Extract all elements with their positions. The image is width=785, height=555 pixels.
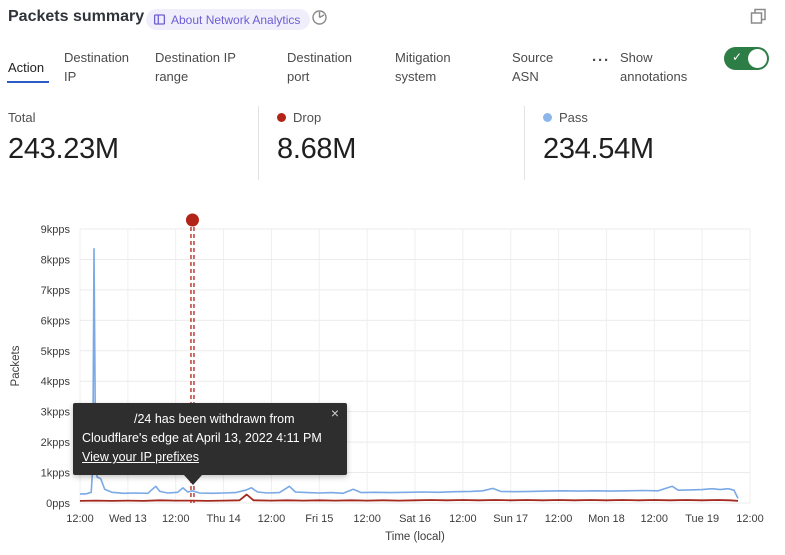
stat-pass-value: 234.54M (543, 133, 654, 165)
svg-text:12:00: 12:00 (736, 513, 764, 525)
svg-text:0pps: 0pps (46, 498, 70, 510)
stat-drop-label: Drop (293, 110, 322, 125)
stat-total: Total 243.23M (8, 110, 119, 166)
svg-text:Fri 15: Fri 15 (305, 513, 333, 525)
chart-canvas: 9kpps 8kpps 7kpps 6kpps 5kpps 4kpps 3kpps 2kpps… (41, 213, 764, 525)
svg-text:2kpps: 2kpps (41, 437, 71, 449)
svg-text:12:00: 12:00 (162, 513, 190, 525)
tab-destination-ip-range-label: Destination IP range (155, 50, 236, 84)
popout-icon[interactable] (750, 8, 767, 25)
page-title: Packets summary (8, 8, 145, 25)
tab-destination-ip-label: Destination IP (64, 50, 130, 84)
stats-divider (524, 106, 525, 180)
about-network-analytics-badge[interactable]: About Network Analytics (146, 9, 311, 30)
svg-text:12:00: 12:00 (66, 513, 94, 525)
active-tab-underline (7, 81, 49, 83)
tab-destination-ip[interactable]: Destination IP (64, 48, 140, 86)
tab-action[interactable]: Action (7, 58, 49, 83)
svg-text:12:00: 12:00 (353, 513, 381, 525)
stats-divider (258, 106, 259, 180)
svg-text:Tue 19: Tue 19 (685, 513, 719, 525)
stat-drop-value: 8.68M (277, 133, 357, 165)
svg-text:Sat 16: Sat 16 (399, 513, 431, 525)
svg-text:12:00: 12:00 (545, 513, 573, 525)
pass-dot-icon (543, 113, 552, 122)
svg-text:12:00: 12:00 (641, 513, 669, 525)
tab-action-label: Action (8, 60, 45, 75)
svg-text:8kpps: 8kpps (41, 254, 71, 266)
show-annotations-label: Show annotations (620, 50, 688, 84)
tab-mitigation-system[interactable]: Mitigation system (395, 48, 475, 86)
stat-total-label: Total (8, 110, 36, 125)
tooltip-pointer (184, 475, 202, 485)
view-ip-prefixes-link[interactable]: View your IP prefixes (82, 450, 199, 464)
svg-text:3kpps: 3kpps (41, 407, 71, 419)
drop-dot-icon (277, 113, 286, 122)
more-tabs-icon[interactable]: ··· (592, 52, 610, 69)
tab-destination-ip-range[interactable]: Destination IP range (155, 48, 247, 86)
tab-source-asn[interactable]: Source ASN (512, 48, 572, 86)
annotation-tooltip: × /24 has been withdrawn from Cloudflare… (73, 403, 347, 485)
tooltip-close-icon[interactable]: × (330, 405, 339, 421)
show-annotations-toggle[interactable]: ✓ (724, 47, 769, 70)
stat-total-value: 243.23M (8, 133, 119, 165)
svg-text:6kpps: 6kpps (41, 315, 71, 327)
tab-destination-port-label: Destination port (287, 50, 353, 84)
svg-text:Wed 13: Wed 13 (109, 513, 147, 525)
svg-text:Mon 18: Mon 18 (588, 513, 625, 525)
svg-text:12:00: 12:00 (449, 513, 477, 525)
tab-mitigation-system-label: Mitigation system (395, 50, 451, 84)
time-period-icon (312, 10, 327, 25)
stat-drop: Drop 8.68M (277, 110, 356, 166)
annotation-message: /24 has been withdrawn from Cloudflare's… (82, 412, 322, 445)
toggle-knob (748, 49, 767, 68)
svg-text:1kpps: 1kpps (41, 468, 71, 480)
svg-text:5kpps: 5kpps (41, 346, 71, 358)
svg-text:Thu 14: Thu 14 (206, 513, 240, 525)
tab-source-asn-label: Source ASN (512, 50, 554, 84)
svg-text:Sun 17: Sun 17 (493, 513, 528, 525)
svg-text:12:00: 12:00 (258, 513, 286, 525)
book-icon (153, 14, 166, 25)
x-axis-title: Time (local) (385, 531, 445, 543)
packets-time-series-chart: Packets 9kpps 8kpps 7kpps 6kpps 5kpps 4kpps 3k… (0, 210, 785, 555)
tab-destination-port[interactable]: Destination port (287, 48, 367, 86)
svg-text:4kpps: 4kpps (41, 376, 71, 388)
about-badge-label: About Network Analytics (171, 12, 301, 27)
stat-pass-label: Pass (559, 110, 588, 125)
stat-pass: Pass 234.54M (543, 110, 654, 166)
svg-text:9kpps: 9kpps (41, 224, 71, 236)
svg-text:7kpps: 7kpps (41, 285, 71, 297)
toggle-check-icon: ✓ (732, 50, 743, 64)
